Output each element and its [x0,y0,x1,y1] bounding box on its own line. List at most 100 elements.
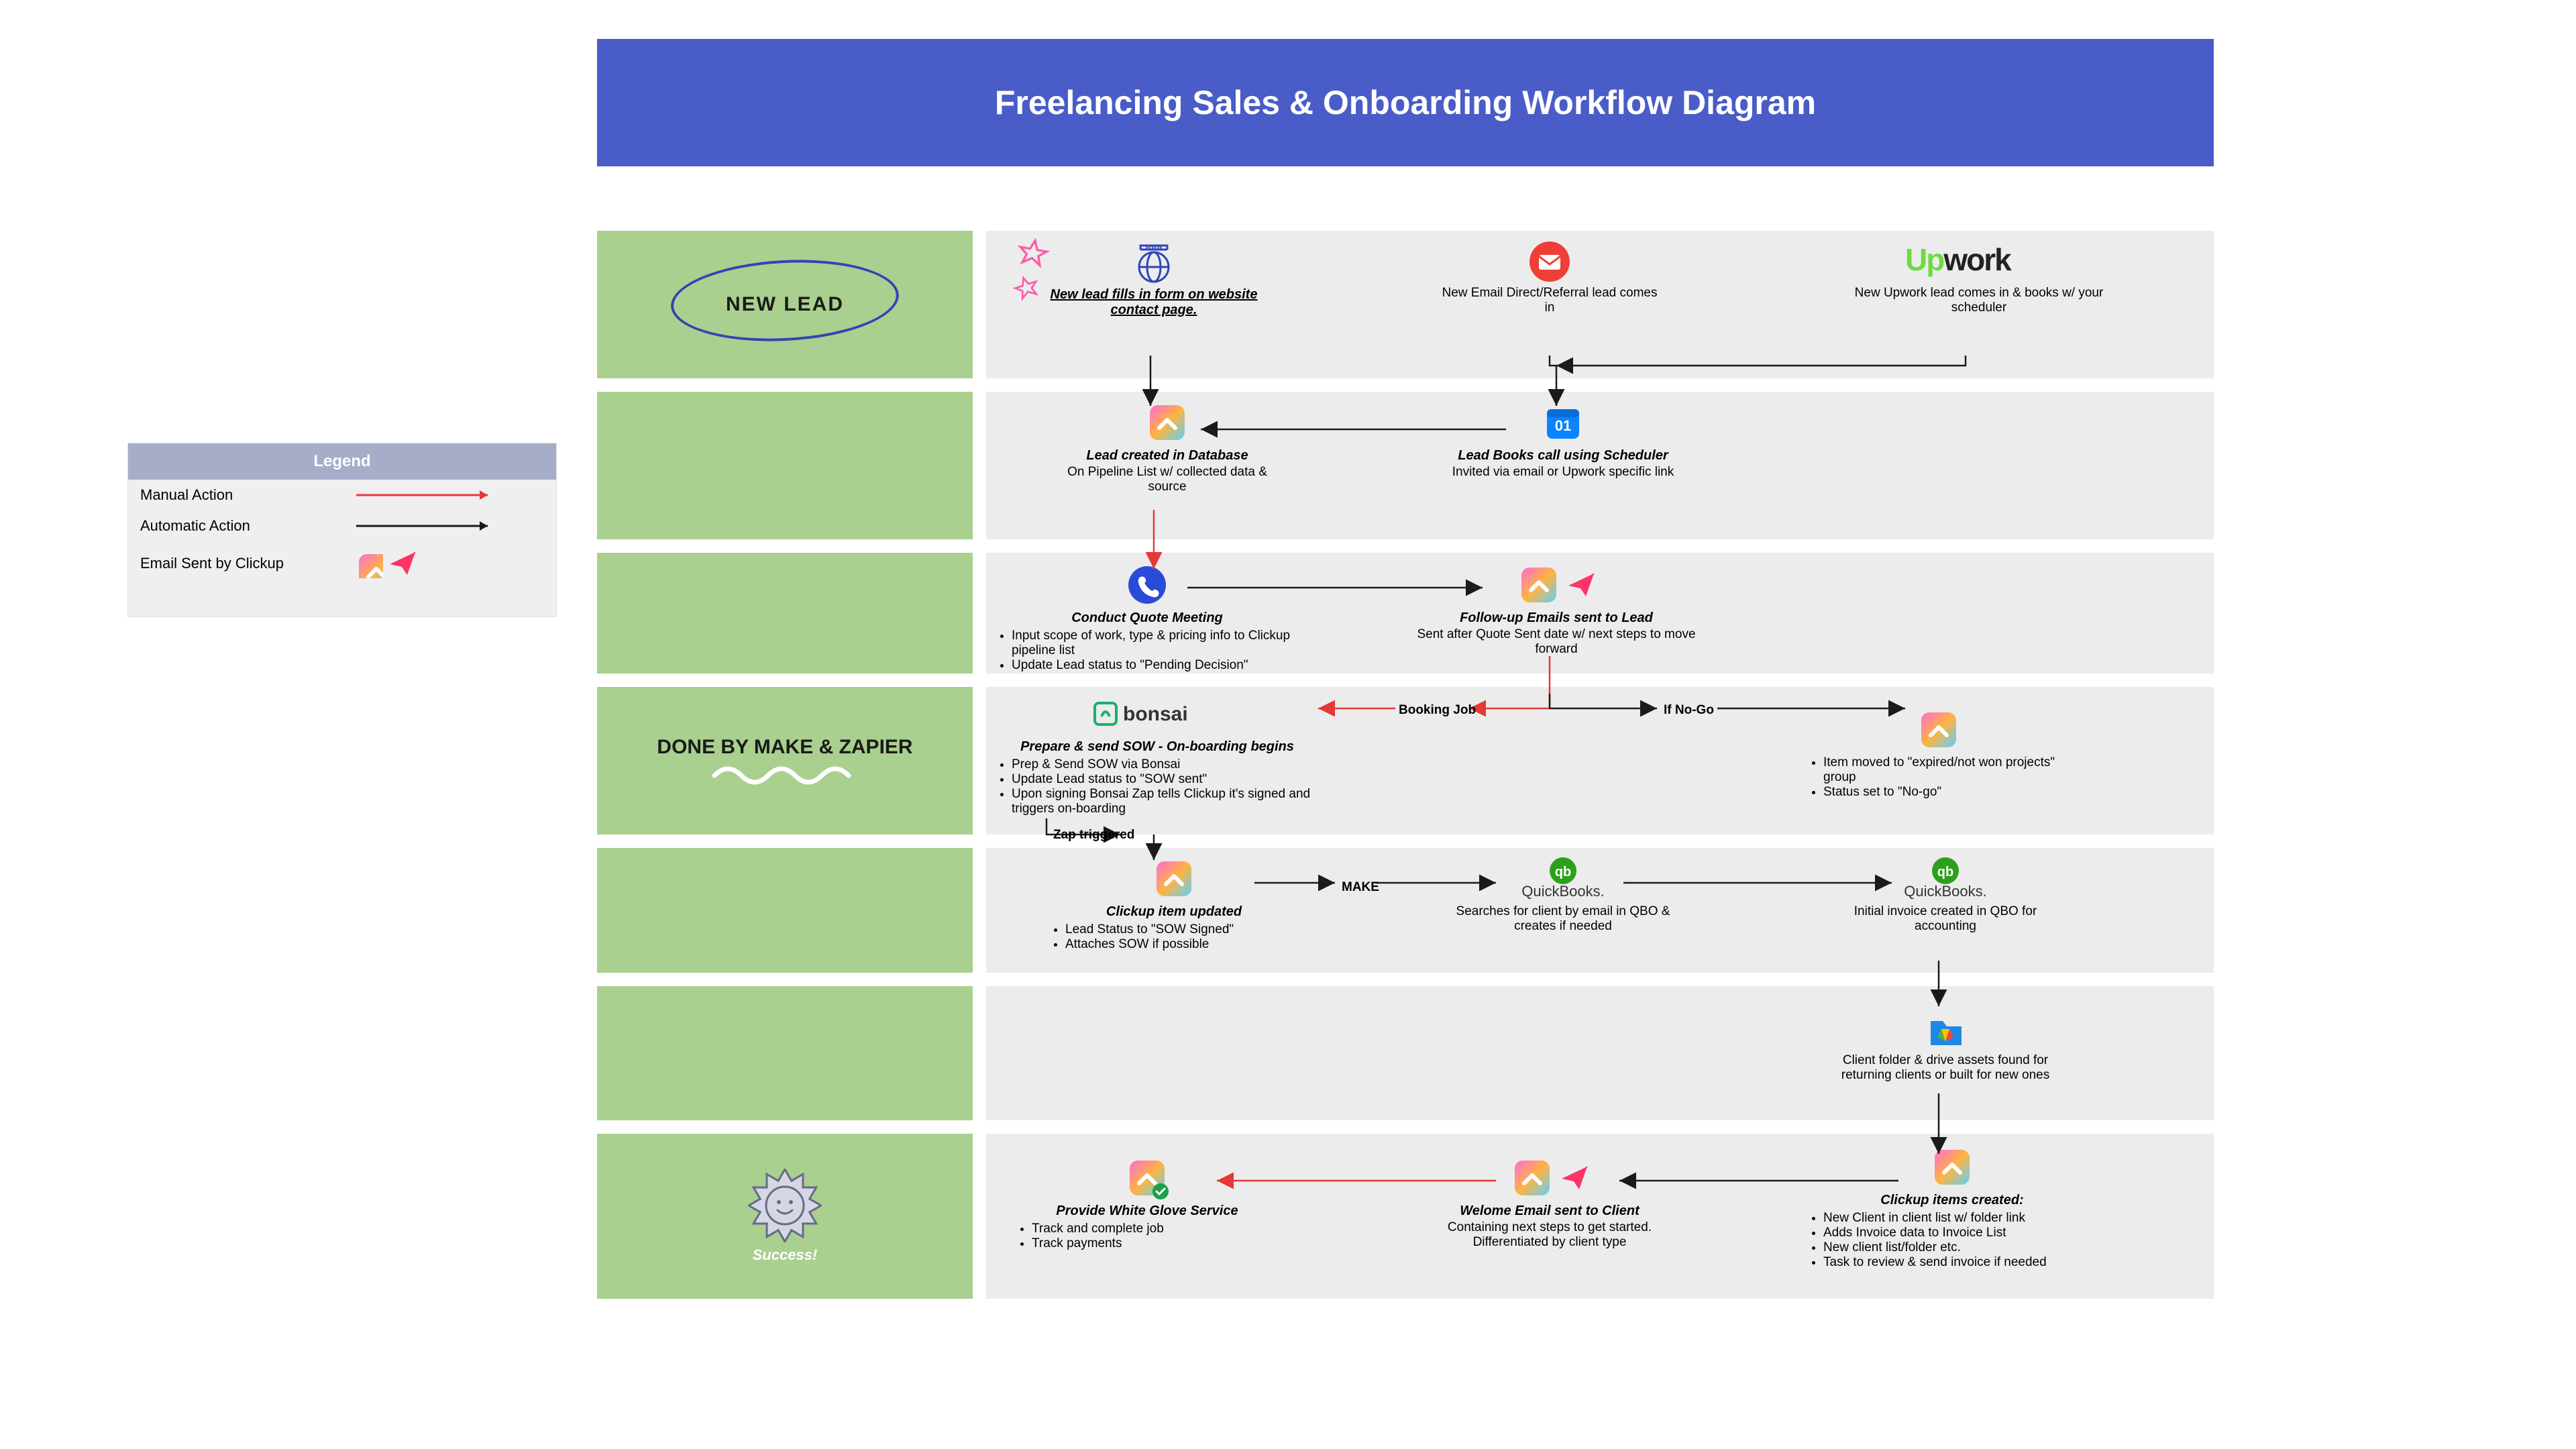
node-cuCreated-bullet-1: Adds Invoice data to Invoice List [1823,1226,2093,1240]
node-followup-icon-wrap [1415,562,1697,608]
row0-label-wrap: NEW LEAD [597,231,973,378]
node-qboInv-desc: Initial invoice created in QBO for accou… [1825,904,2066,934]
legend-item-0: Manual Action [128,480,556,511]
node-bonsai-icon-wrap: bonsai [1000,691,1315,737]
row-label-4 [597,848,973,973]
node-whiteglove-bullets: Track and complete jobTrack payments [1020,1222,1275,1251]
clickup-send-icon [1509,1155,1555,1201]
node-drive: Client folder & drive assets found for r… [1825,1006,2066,1083]
node-nogo-bullets: Item moved to "expired/not won projects"… [1811,755,2066,800]
node-leadDb-desc: On Pipeline List w/ collected data & sou… [1046,465,1288,494]
svg-text:QuickBooks.: QuickBooks. [1521,883,1605,900]
clickup-icon [1151,856,1197,902]
row6-label-text: Success! [753,1246,818,1264]
node-drive-desc: Client folder & drive assets found for r… [1825,1053,2066,1083]
node-quote-title: Conduct Quote Meeting [1000,610,1295,626]
title-bar: Freelancing Sales & Onboarding Workflow … [597,39,2214,166]
node-nogo-bullet-1: Status set to "No-go" [1823,785,2066,800]
node-leadCall-desc: Invited via email or Upwork specific lin… [1436,465,1690,480]
svg-text:01: 01 [1555,417,1571,434]
edge-label-booking: Booking Job [1399,703,1476,718]
svg-text:qb: qb [1555,865,1571,879]
node-whiteglove: Provide White Glove Service Track and com… [1020,1155,1275,1251]
node-cuCreated: Clickup items created: New Client in clie… [1811,1144,2093,1270]
node-nogo-icon-wrap [1811,707,2066,753]
node-quote-icon-wrap [1000,562,1295,608]
node-leadDb: Lead created in DatabaseOn Pipeline List… [1046,400,1288,494]
node-bonsai-bullet-1: Update Lead status to "SOW sent" [1012,772,1315,787]
node-cuUpdated: Clickup item updated Lead Status to "SOW … [1053,856,1295,952]
node-whiteglove-bullet-1: Track payments [1032,1236,1275,1251]
quickbooks-icon: qbQuickBooks. [1878,856,2012,903]
svg-text:Upwork: Upwork [1905,242,2012,277]
legend-item-2: Email Sent by Clickup [128,541,556,586]
node-qboInv-icon-wrap: qbQuickBooks. [1825,856,2066,903]
row3-label-wrap: DONE BY MAKE & ZAPIER [597,687,973,835]
clickup-icon [1916,707,1962,753]
node-quote-bullets: Input scope of work, type & pricing info… [1000,629,1295,673]
node-cuUpdated-icon-wrap [1053,856,1295,902]
edge-label-zap: Zap triggered [1053,828,1134,843]
node-emailIn-icon-wrap [1436,239,1664,284]
email-circle-icon [1527,239,1572,284]
svg-text:bonsai: bonsai [1123,703,1188,725]
row6-label-wrap: Success! [597,1134,973,1299]
node-welcome-title: Welome Email sent to Client [1415,1203,1684,1219]
row-label-2 [597,553,973,674]
node-bonsai-bullet-0: Prep & Send SOW via Bonsai [1012,757,1315,772]
phone-circle-icon [1124,562,1170,608]
node-whiteglove-title: Provide White Glove Service [1020,1203,1275,1219]
node-leadCall-title: Lead Books call using Scheduler [1436,448,1690,464]
row-label-5 [597,986,973,1120]
node-cuCreated-bullets: New Client in client list w/ folder link… [1811,1211,2093,1270]
node-qboSearch: qb QuickBooks. Searches for client by emai… [1442,856,1684,934]
node-whiteglove-icon-wrap [1020,1155,1275,1201]
node-qboSearch-icon-wrap: qb QuickBooks. [1442,856,1684,903]
row3-label-text: DONE BY MAKE & ZAPIER [657,736,912,759]
node-drive-icon-wrap [1825,1006,2066,1052]
svg-text:QuickBooks.: QuickBooks. [1904,883,1987,900]
node-cuCreated-icon-wrap [1811,1144,2093,1190]
node-quote-bullet-0: Input scope of work, type & pricing info… [1012,629,1295,658]
paper-plane-icon [1559,1163,1590,1193]
bonsai-icon: bonsai [1093,698,1221,730]
node-upwork: Upwork New Upwork lead comes in & books w… [1838,239,2120,315]
hand-oval [669,254,901,347]
drive-folder-icon [1923,1006,1968,1052]
node-upwork-desc: New Upwork lead comes in & books w/ your… [1838,286,2120,315]
node-leadCall: 01 Lead Books call using SchedulerInvited… [1436,400,1690,480]
www-icon: WWW [1131,239,1177,284]
node-cuUpdated-bullet-0: Lead Status to "SOW Signed" [1065,922,1295,937]
node-nogo-bullet-0: Item moved to "expired/not won projects"… [1823,755,2066,785]
node-qboInv: qbQuickBooks.Initial invoice created in … [1825,856,2066,934]
node-cuUpdated-bullet-1: Attaches SOW if possible [1065,937,1295,952]
node-whiteglove-bullet-0: Track and complete job [1032,1222,1275,1236]
node-followup: Follow-up Emails sent to LeadSent after … [1415,562,1697,657]
node-followup-desc: Sent after Quote Sent date w/ next steps… [1415,627,1697,657]
node-cuCreated-bullet-3: Task to review & send invoice if needed [1823,1255,2093,1270]
node-cuCreated-title: Clickup items created: [1811,1193,2093,1208]
node-emailIn-desc: New Email Direct/Referral lead comes in [1436,286,1664,315]
node-qboSearch-desc: Searches for client by email in QBO & cr… [1442,904,1684,934]
node-quote: Conduct Quote Meeting Input scope of work… [1000,562,1295,673]
node-followup-title: Follow-up Emails sent to Lead [1415,610,1697,626]
paper-plane-icon [387,548,418,579]
legend-item-0-label: Manual Action [140,486,341,504]
node-cuCreated-bullet-2: New client list/folder etc. [1823,1240,2093,1255]
quickbooks-icon: qb QuickBooks. [1496,856,1630,903]
legend: LegendManual ActionAutomatic ActionEmail… [127,443,557,617]
node-bonsai-title: Prepare & send SOW - On-boarding begins [1000,739,1315,755]
calendar-icon: 01 [1540,400,1586,445]
node-cuUpdated-bullets: Lead Status to "SOW Signed"Attaches SOW … [1053,922,1295,952]
squiggle-icon [711,759,859,786]
clickup-icon [354,549,383,578]
svg-text:WWW: WWW [1145,244,1163,250]
legend-item-1-label: Automatic Action [140,517,341,535]
edge-label-make: MAKE [1342,880,1379,895]
clickup-icon [1929,1144,1975,1190]
paper-plane-icon [1566,570,1597,600]
node-bonsai-bullets: Prep & Send SOW via BonsaiUpdate Lead st… [1000,757,1315,816]
node-cuUpdated-title: Clickup item updated [1053,904,1295,920]
edge-label-ifnogo: If No-Go [1664,703,1714,718]
node-emailIn: New Email Direct/Referral lead comes in [1436,239,1664,315]
